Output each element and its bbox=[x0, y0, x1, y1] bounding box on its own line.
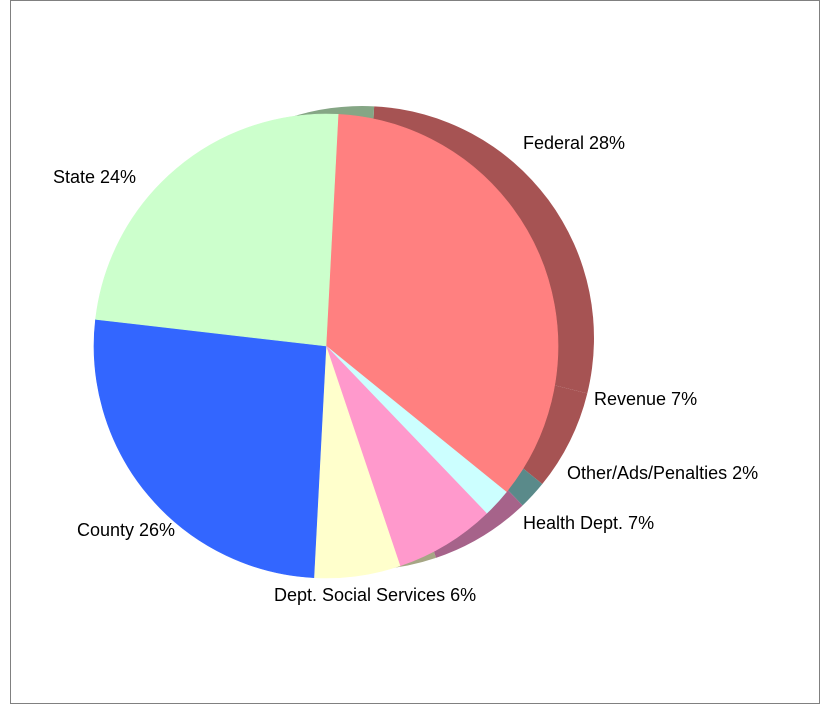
label-state: State 24% bbox=[53, 167, 136, 187]
pie-labels-layer: Federal 28% Revenue 7% Other/Ads/Penalti… bbox=[53, 133, 758, 605]
label-federal: Federal 28% bbox=[523, 133, 625, 153]
label-dept-social-services: Dept. Social Services 6% bbox=[274, 585, 476, 605]
slice-federal bbox=[325, 114, 559, 402]
pie-slices-layer bbox=[93, 113, 559, 579]
slice-state bbox=[95, 113, 339, 347]
slice-revenue bbox=[325, 345, 552, 493]
label-other-ads-penalties: Other/Ads/Penalties 2% bbox=[567, 463, 758, 483]
label-health-dept: Health Dept. 7% bbox=[523, 513, 654, 533]
label-county: County 26% bbox=[77, 520, 175, 540]
slice-health-dept bbox=[325, 345, 488, 567]
label-revenue: Revenue 7% bbox=[594, 389, 697, 409]
slice-county bbox=[93, 318, 327, 578]
